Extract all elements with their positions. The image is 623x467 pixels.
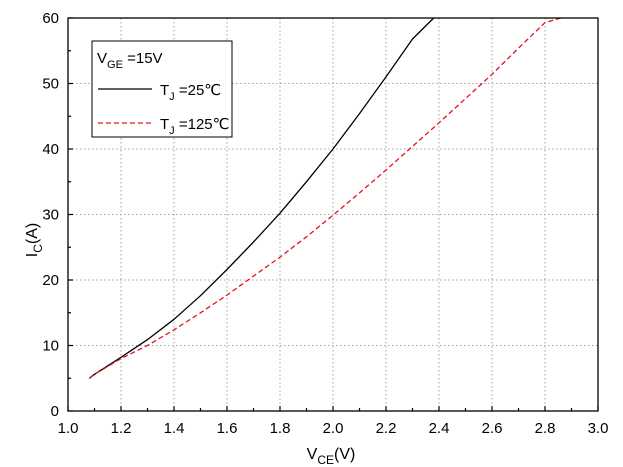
y-axis-label: IC(A): [24, 223, 45, 257]
y-tick-label: 10: [42, 338, 59, 355]
x-tick-label: 1.2: [111, 420, 132, 437]
series-line-125c: [88, 17, 562, 379]
y-tick-label: 40: [42, 141, 59, 158]
y-tick-label: 60: [42, 10, 59, 27]
y-tick-label: 20: [42, 272, 59, 289]
x-tick-label: 1.8: [270, 420, 291, 437]
x-tick-label: 2.6: [482, 420, 503, 437]
x-tick-label: 2.2: [376, 420, 397, 437]
x-tick-label: 1.0: [58, 420, 79, 437]
series-group: [88, 17, 562, 379]
series-line-25c: [88, 17, 435, 379]
x-tick-label: 2.0: [323, 420, 344, 437]
x-axis-label: VCE(V): [307, 446, 356, 467]
y-tick-label: 0: [51, 403, 59, 420]
legend: VGE =15V TJ =25℃ TJ =125℃: [91, 40, 233, 138]
legend-header: VGE =15V: [97, 50, 163, 71]
x-tick-label: 1.6: [217, 420, 238, 437]
x-tick-label: 1.4: [164, 420, 185, 437]
y-tick-label: 30: [42, 207, 59, 224]
legend-label-125c: TJ =125℃: [160, 116, 229, 137]
x-tick-label: 3.0: [588, 420, 609, 437]
y-tick-label: 50: [42, 76, 59, 93]
x-tick-label: 2.8: [535, 420, 556, 437]
axis-ticks: 1.0 1.2 1.4 1.6 1.8 2.0 2.2 2.4 2.6 2.8 3.0 0 10 20 30…: [42, 10, 608, 437]
legend-label-25c: TJ =25℃: [160, 82, 221, 103]
x-tick-label: 2.4: [429, 420, 450, 437]
